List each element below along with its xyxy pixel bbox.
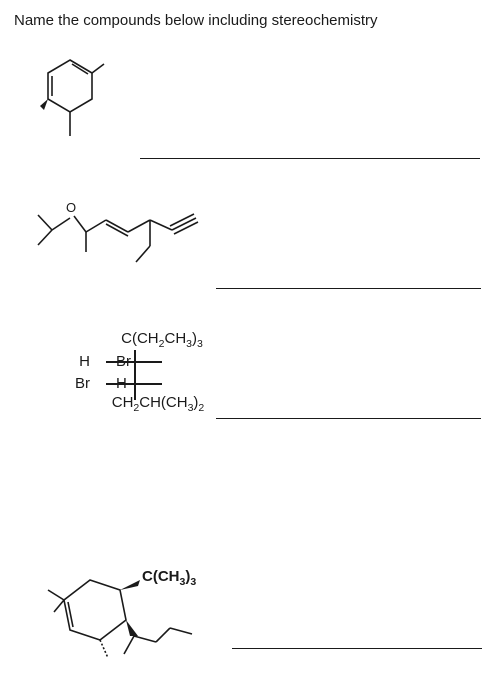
fischer-horizontal-line-1	[106, 361, 162, 363]
fischer-r1-left: H	[58, 353, 90, 370]
fischer-bottom-group: CH2CH(CH3)2	[90, 394, 226, 414]
fischer-horizontal-line-2	[106, 383, 162, 385]
structure-4-label: C(CH3)3	[142, 568, 196, 588]
svg-text:O: O	[66, 200, 76, 215]
structure-3-fischer: C(CH2CH3)3 H Br Br H CH2CH(CH3)2	[58, 330, 226, 414]
fischer-top-group: C(CH2CH3)3	[98, 330, 226, 350]
question-prompt: Name the compounds below including stere…	[14, 12, 378, 29]
answer-line-3	[216, 418, 481, 419]
answer-line-1	[140, 158, 480, 159]
fischer-vertical-line	[134, 350, 136, 400]
answer-line-4	[232, 648, 482, 649]
answer-line-2	[216, 288, 481, 289]
structure-2: O	[30, 190, 210, 285]
fischer-r2-left: Br	[58, 375, 90, 392]
structure-1	[30, 50, 110, 150]
structure-4	[30, 550, 230, 670]
